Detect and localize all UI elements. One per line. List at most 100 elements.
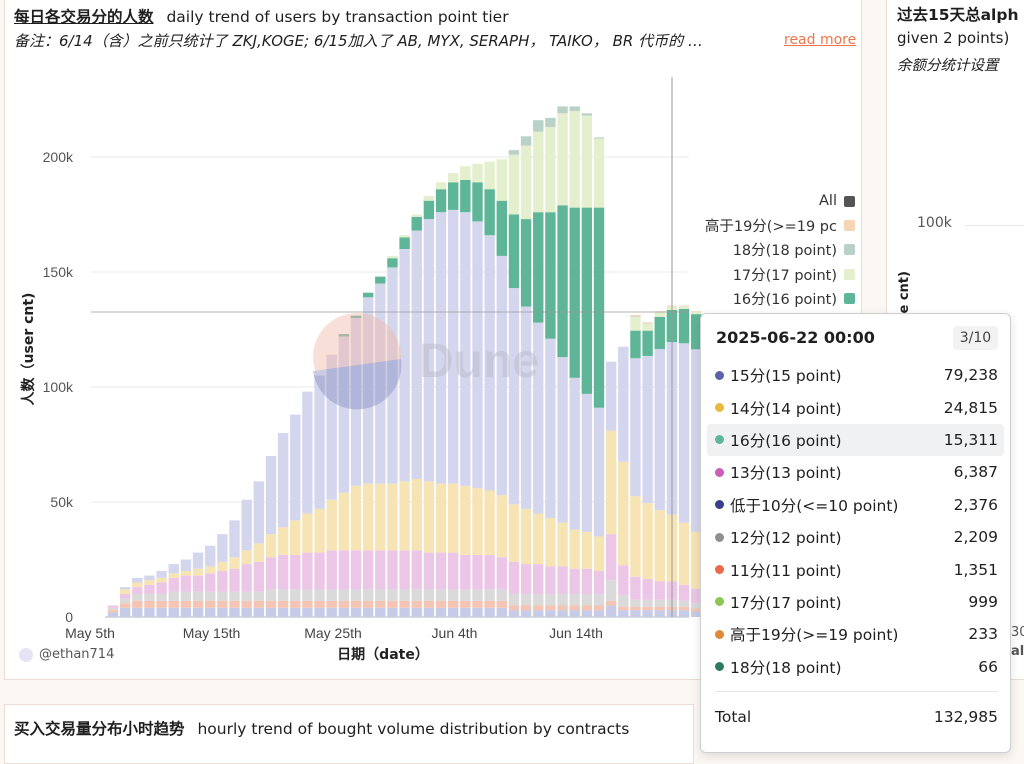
bar-stack <box>497 159 507 617</box>
bar-segment-p11 <box>375 601 385 608</box>
bar-segment-p13 <box>302 553 312 590</box>
bar-segment-p17 <box>387 256 397 258</box>
tooltip-row-label: 高于19分(>=19 point) <box>730 623 968 645</box>
bar-segment-p14 <box>266 534 276 557</box>
bar-segment-p12 <box>156 594 166 601</box>
legend-swatch <box>844 196 855 207</box>
bar-segment-p18 <box>509 150 519 155</box>
tooltip-total: Total 132,985 <box>715 708 998 726</box>
bar-segment-p12 <box>290 589 300 601</box>
bar-segment-p11 <box>545 606 555 611</box>
bar-stack <box>108 606 118 618</box>
bar-segment-low <box>557 610 567 617</box>
legend-item[interactable]: 17分(17 point) <box>695 262 855 286</box>
bar-segment-p18 <box>545 118 555 127</box>
bar-segment-p15 <box>302 392 312 514</box>
x-tick-label: Jun 4th <box>432 625 478 641</box>
author-credit[interactable]: @ethan714 <box>19 647 114 662</box>
bar-segment-p17 <box>472 164 482 182</box>
bar-stack <box>266 456 276 617</box>
y-tick-label: 0 <box>65 609 73 625</box>
tooltip-row-value: 2,376 <box>954 496 998 514</box>
bar-segment-p11 <box>290 601 300 608</box>
bar-segment-p14 <box>339 493 349 551</box>
x-tick-label: May 15th <box>183 625 241 641</box>
bar-segment-p12 <box>521 594 531 606</box>
series-dot-icon <box>715 435 724 444</box>
bar-segment-p11 <box>412 601 422 608</box>
bar-segment-p15 <box>205 546 215 567</box>
bar-segment-low <box>229 608 239 617</box>
tooltip-row: 17分(17 point)999 <box>707 586 1004 618</box>
bar-segment-p13 <box>241 564 251 592</box>
bar-stack <box>278 433 288 617</box>
bar-segment-p17 <box>582 116 592 208</box>
bar-segment-p14 <box>193 569 203 576</box>
bar-segment-p16 <box>521 219 531 306</box>
bar-segment-p12 <box>630 600 640 607</box>
legend-item[interactable]: All <box>695 189 855 213</box>
legend-item[interactable]: 18分(18 point) <box>695 238 855 262</box>
bar-segment-p11 <box>630 607 640 610</box>
bar-segment-p15 <box>132 578 142 583</box>
bar-segment-p14 <box>557 523 567 567</box>
bar-segment-p13 <box>642 579 652 600</box>
bar-segment-p12 <box>363 589 373 601</box>
bar-segment-p17 <box>642 324 652 331</box>
bar-segment-p11 <box>655 607 665 610</box>
tooltip-total-label: Total <box>715 708 751 726</box>
bottom-title-cn[interactable]: 买入交易量分布小时趋势 <box>14 720 185 738</box>
legend-item[interactable]: 高于19分(>=19 pc <box>695 213 855 237</box>
bar-segment-p14 <box>144 580 154 585</box>
bar-segment-low <box>205 608 215 617</box>
bar-segment-p12 <box>582 594 592 606</box>
bar-segment-p12 <box>472 589 482 601</box>
bar-stack <box>472 164 482 617</box>
bar-segment-p12 <box>424 589 434 601</box>
bar-stack <box>642 322 652 617</box>
bar-segment-p11 <box>509 606 519 611</box>
bar-segment-p12 <box>327 589 337 601</box>
bar-segment-p11 <box>205 601 215 608</box>
bar-segment-p12 <box>545 594 555 606</box>
legend-label: 16分(16 point) <box>733 288 837 309</box>
series-dot-icon <box>715 565 724 574</box>
bar-segment-p15 <box>229 520 239 557</box>
bar-segment-p14 <box>521 509 531 564</box>
bar-segment-p14 <box>327 500 337 551</box>
bar-segment-p16 <box>497 201 507 256</box>
bar-segment-p11 <box>399 601 409 608</box>
legend-swatch <box>844 269 855 280</box>
bar-segment-low <box>351 608 361 617</box>
legend-item[interactable]: 16分(16 point) <box>695 286 855 310</box>
bar-segment-low <box>144 608 154 617</box>
bar-stack <box>144 576 154 617</box>
bar-segment-p18 <box>630 316 640 317</box>
bar-segment-p12 <box>557 594 567 606</box>
bar-segment-p13 <box>387 550 397 589</box>
bar-segment-p11 <box>557 606 567 611</box>
bar-segment-p15 <box>618 347 628 462</box>
bar-segment-p16 <box>570 208 580 378</box>
bar-segment-p17 <box>460 166 470 180</box>
chart-tooltip: 2025-06-22 00:00 3/10 15分(15 point)79,23… <box>700 313 1011 753</box>
bar-segment-p16 <box>642 331 652 356</box>
bar-segment-p11 <box>594 606 604 611</box>
bar-segment-p12 <box>387 589 397 601</box>
bar-stack <box>448 173 458 617</box>
bar-segment-p14 <box>630 496 640 577</box>
bar-segment-p13 <box>594 571 604 594</box>
bar-segment-p17 <box>533 132 543 213</box>
y-tick-label: 100k <box>43 379 74 395</box>
bar-segment-p11 <box>351 601 361 608</box>
tooltip-page-indicator[interactable]: 3/10 <box>953 326 998 350</box>
bar-stack <box>630 315 640 617</box>
bar-segment-p16 <box>533 212 543 322</box>
bar-segment-p15 <box>120 587 130 589</box>
bar-segment-p12 <box>412 589 422 601</box>
bar-segment-p12 <box>375 589 385 601</box>
right-chart-title[interactable]: 过去15天总alph <box>897 3 1018 25</box>
bar-segment-p12 <box>460 589 470 601</box>
bar-segment-p14 <box>132 583 142 588</box>
